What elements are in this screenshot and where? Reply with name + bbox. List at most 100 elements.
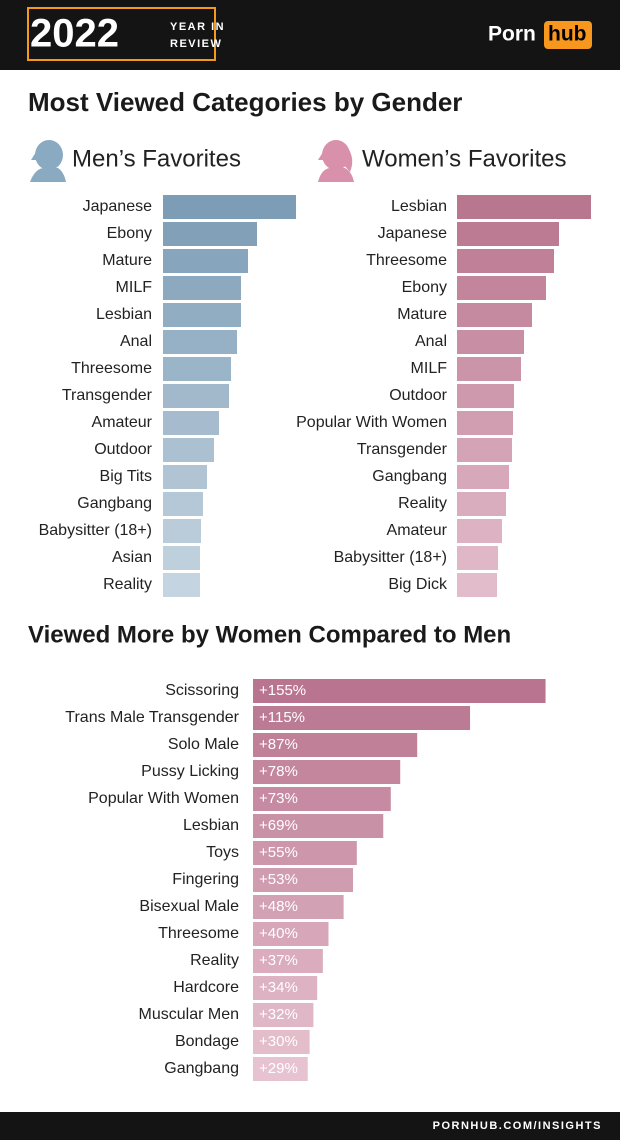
value-label: +53% <box>259 871 298 888</box>
bar <box>253 922 329 946</box>
category-label: Outdoor <box>94 441 152 458</box>
bar <box>457 249 554 273</box>
year: 2022 <box>30 12 119 56</box>
bar <box>457 276 546 300</box>
bar <box>163 492 203 516</box>
category-label: Threesome <box>158 925 239 942</box>
category-label: Popular With Women <box>88 790 239 807</box>
category-label: Scissoring <box>165 682 239 699</box>
category-label: Reality <box>398 495 447 512</box>
bar <box>253 1030 310 1054</box>
value-label: +30% <box>259 1033 298 1050</box>
bar <box>457 519 502 543</box>
bar <box>163 384 229 408</box>
value-label: +78% <box>259 763 298 780</box>
bar <box>163 195 296 219</box>
category-label: Threesome <box>366 252 447 269</box>
bar <box>253 706 471 730</box>
value-label: +69% <box>259 817 298 834</box>
bar <box>253 841 357 865</box>
bar <box>457 195 591 219</box>
value-label: +48% <box>259 898 298 915</box>
chart-title: Men’s Favorites <box>72 145 241 172</box>
section-title: Most Viewed Categories by Gender <box>28 87 462 117</box>
bar <box>253 1003 314 1027</box>
bar <box>457 303 532 327</box>
category-label: Popular With Women <box>296 414 447 431</box>
logo-box <box>544 21 592 49</box>
bar <box>163 303 241 327</box>
bar <box>163 438 214 462</box>
bar <box>253 949 323 973</box>
value-label: +115% <box>259 709 305 726</box>
category-label: Trans Male Transgender <box>65 709 239 726</box>
category-label: Solo Male <box>168 736 239 753</box>
category-label: Gangbang <box>77 495 152 512</box>
bar <box>457 222 559 246</box>
bar <box>253 895 344 919</box>
section-title: Viewed More by Women Compared to Men <box>28 621 511 648</box>
category-label: Anal <box>120 333 152 350</box>
logo-text: hub <box>548 23 586 46</box>
category-label: Big Tits <box>100 468 152 485</box>
value-label: +155% <box>259 682 306 699</box>
bar <box>253 976 318 1000</box>
tagline: YEAR IN <box>170 21 225 33</box>
bar <box>163 249 248 273</box>
male-icon <box>30 140 66 182</box>
value-label: +37% <box>259 952 298 969</box>
value-label: +32% <box>259 1006 298 1023</box>
value-label: +34% <box>259 979 298 996</box>
value-label: +40% <box>259 925 298 942</box>
female-icon <box>318 140 354 182</box>
category-label: Mature <box>397 306 447 323</box>
bar <box>457 465 509 489</box>
category-label: Asian <box>112 549 152 566</box>
category-label: Japanese <box>378 225 447 242</box>
category-label: Bondage <box>175 1033 239 1050</box>
bar <box>163 357 231 381</box>
category-label: Transgender <box>357 441 448 458</box>
tagline: REVIEW <box>170 38 222 50</box>
bar <box>253 679 546 703</box>
category-label: Reality <box>190 952 239 969</box>
bar <box>457 330 524 354</box>
header-band <box>0 0 620 70</box>
year-frame <box>27 7 216 61</box>
category-label: Hardcore <box>173 979 239 996</box>
value-label: +73% <box>259 790 298 807</box>
category-label: Big Dick <box>388 576 448 593</box>
category-label: Fingering <box>172 871 239 888</box>
bar <box>253 868 354 892</box>
category-label: Bisexual Male <box>139 898 239 915</box>
bar <box>163 573 200 597</box>
category-label: Gangbang <box>164 1060 239 1077</box>
category-label: Lesbian <box>96 306 152 323</box>
logo-text: Porn <box>488 23 536 46</box>
category-label: Japanese <box>83 198 152 215</box>
category-label: Amateur <box>92 414 153 431</box>
category-label: Gangbang <box>372 468 447 485</box>
category-label: Lesbian <box>391 198 447 215</box>
footer-band <box>0 1112 620 1140</box>
category-label: Amateur <box>387 522 448 539</box>
bar <box>457 438 512 462</box>
category-label: Ebony <box>402 279 447 296</box>
bar <box>253 787 391 811</box>
category-label: Babysitter (18+) <box>39 522 152 539</box>
bar <box>163 330 237 354</box>
bar <box>457 357 521 381</box>
bar <box>457 411 513 435</box>
bar <box>253 1057 308 1081</box>
category-label: MILF <box>411 360 448 377</box>
chart-title: Women’s Favorites <box>362 145 567 172</box>
value-label: +29% <box>259 1060 298 1077</box>
category-label: Lesbian <box>183 817 239 834</box>
bar <box>163 465 207 489</box>
value-label: +55% <box>259 844 298 861</box>
bar <box>163 411 219 435</box>
category-label: MILF <box>116 279 153 296</box>
bar <box>163 546 200 570</box>
value-label: +87% <box>259 736 298 753</box>
